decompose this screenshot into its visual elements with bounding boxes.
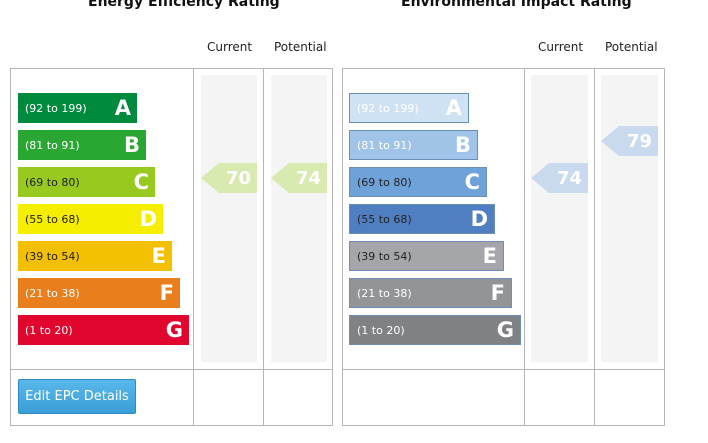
energy-band-a: (92 to 199) A (18, 93, 137, 123)
energy-band-f: (21 to 38) F (18, 278, 180, 308)
band-letter: A (445, 96, 462, 120)
environment-band-d: (55 to 68) D (349, 204, 495, 234)
environment-band-c: (69 to 80) C (349, 167, 487, 197)
band-letter: D (470, 207, 488, 231)
band-letter: F (159, 281, 174, 305)
environment-potential-track (601, 75, 658, 362)
energy-band-b: (81 to 91) B (18, 130, 146, 160)
band-letter: D (139, 207, 157, 231)
band-letter: C (464, 170, 480, 194)
energy-potential-heading: Potential (274, 40, 327, 54)
energy-band-c: (69 to 80) C (18, 167, 155, 197)
band-letter: G (165, 318, 183, 342)
band-letter: B (454, 133, 471, 157)
band-range-label: (69 to 80) (25, 175, 80, 189)
environment-band-g: (1 to 20) G (349, 315, 521, 345)
band-range-label: (21 to 38) (357, 286, 412, 300)
environment-band-e: (39 to 54) E (349, 241, 504, 271)
band-range-label: (92 to 199) (357, 101, 419, 115)
energy-band-g: (1 to 20) G (18, 315, 189, 345)
band-letter: A (114, 96, 131, 120)
environment-current-track (531, 75, 588, 362)
band-range-label: (21 to 38) (25, 286, 80, 300)
environment-band-b: (81 to 91) B (349, 130, 478, 160)
energy-potential-track (271, 75, 327, 362)
environment-rating-grid (342, 68, 665, 426)
energy-current-track (201, 75, 257, 362)
energy-rating-grid (10, 68, 333, 426)
energy-current-value: 70 (225, 167, 251, 189)
environment-potential-value: 79 (626, 130, 652, 152)
band-letter: E (482, 244, 497, 268)
band-range-label: (81 to 91) (25, 138, 80, 152)
energy-band-e: (39 to 54) E (18, 241, 172, 271)
energy-band-d: (55 to 68) D (18, 204, 163, 234)
band-range-label: (55 to 68) (357, 212, 412, 226)
band-range-label: (1 to 20) (357, 323, 405, 337)
environment-band-a: (92 to 199) A (349, 93, 469, 123)
band-letter: B (123, 133, 140, 157)
band-range-label: (39 to 54) (25, 249, 80, 263)
environment-band-f: (21 to 38) F (349, 278, 512, 308)
energy-current-heading: Current (207, 40, 253, 54)
environment-rating-title: Environmental Impact Rating (401, 0, 632, 10)
environment-current-value: 74 (556, 167, 582, 189)
environment-current-heading: Current (538, 40, 584, 54)
band-letter: F (490, 281, 505, 305)
band-letter: C (133, 170, 149, 194)
band-range-label: (81 to 91) (357, 138, 412, 152)
band-range-label: (92 to 199) (25, 101, 87, 115)
band-range-label: (55 to 68) (25, 212, 80, 226)
energy-rating-title: Energy Efficiency Rating (88, 0, 280, 10)
edit-epc-details-button[interactable]: Edit EPC Details (18, 379, 136, 414)
band-range-label: (69 to 80) (357, 175, 412, 189)
band-range-label: (1 to 20) (25, 323, 73, 337)
band-letter: G (496, 318, 514, 342)
band-range-label: (39 to 54) (357, 249, 412, 263)
environment-potential-heading: Potential (605, 40, 658, 54)
energy-potential-value: 74 (295, 167, 321, 189)
band-letter: E (151, 244, 166, 268)
